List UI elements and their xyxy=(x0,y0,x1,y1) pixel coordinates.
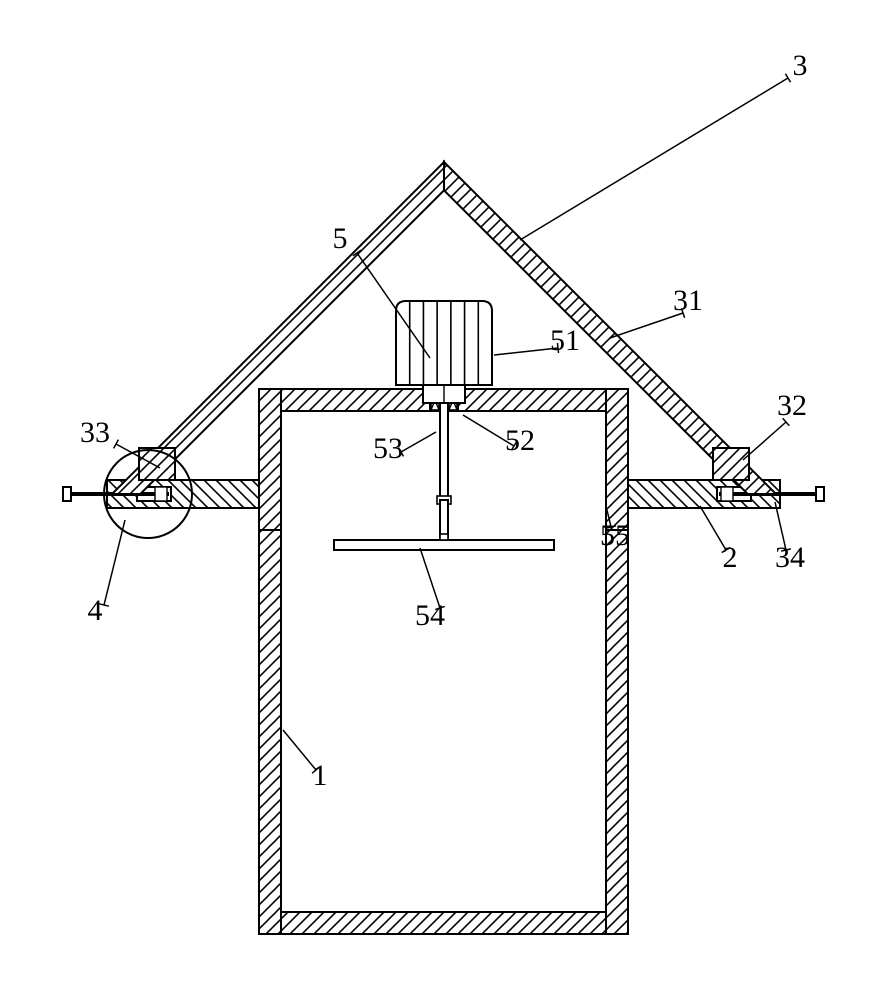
svg-text:33: 33 xyxy=(80,416,110,449)
svg-text:4: 4 xyxy=(88,594,103,627)
svg-text:3: 3 xyxy=(793,49,808,82)
svg-text:5: 5 xyxy=(333,222,348,255)
svg-text:51: 51 xyxy=(550,324,580,357)
svg-text:32: 32 xyxy=(777,389,807,422)
svg-text:34: 34 xyxy=(775,541,805,574)
svg-text:52: 52 xyxy=(505,424,535,457)
svg-text:2: 2 xyxy=(723,541,738,574)
svg-text:55: 55 xyxy=(600,519,630,552)
svg-text:31: 31 xyxy=(673,284,703,317)
svg-text:53: 53 xyxy=(373,432,403,465)
svg-text:1: 1 xyxy=(313,759,328,792)
svg-text:54: 54 xyxy=(415,599,445,632)
